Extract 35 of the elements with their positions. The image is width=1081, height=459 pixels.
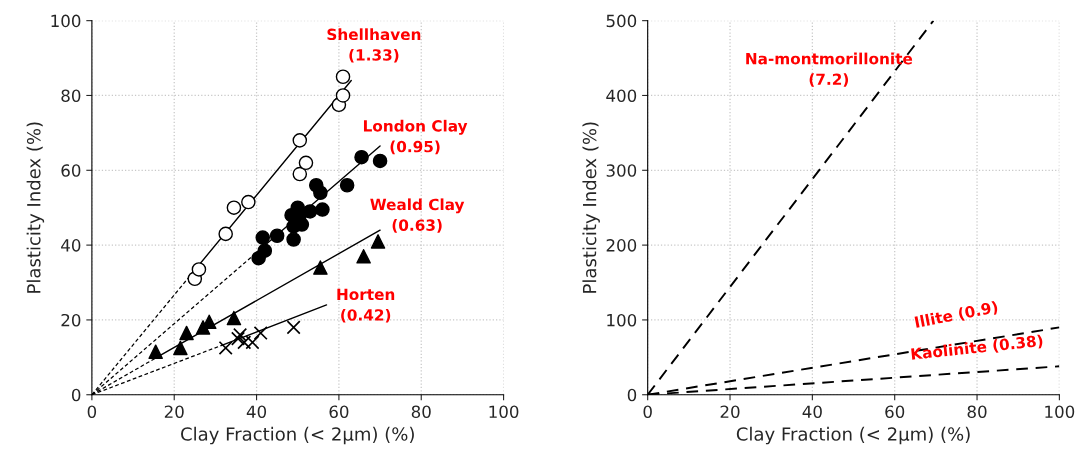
x-tick-label: 100 [1045, 405, 1075, 419]
annotation: Na-montmorillonite (7.2) [746, 52, 913, 87]
y-tick-label: 20 [61, 313, 81, 327]
x-tick-label: 60 [329, 405, 349, 419]
y-axis-title: Plasticity Index (%) [26, 122, 45, 293]
annotation: Shellhaven (1.33) [327, 28, 421, 63]
x-tick-label: 0 [643, 405, 652, 419]
x-tick-label: 80 [967, 405, 987, 419]
y-axis-title: Plasticity Index (%) [582, 122, 600, 293]
annotation: Horten (0.42) [337, 288, 395, 323]
annotation: London Clay (0.95) [363, 119, 468, 155]
x-tick-label: 40 [802, 405, 822, 419]
x-tick-label: 20 [164, 405, 184, 419]
y-tick-label: 60 [61, 164, 81, 177]
x-tick-label: 100 [489, 405, 519, 419]
y-tick-label: 80 [61, 89, 81, 103]
y-tick-label: 200 [606, 239, 637, 252]
y-tick-label: 0 [71, 388, 81, 402]
x-axis-title: Clay Fraction (< 2µm) (%) [736, 426, 970, 445]
annotation: Illite (0.9) [914, 300, 999, 330]
y-tick-label: 100 [607, 313, 637, 327]
annotation: Weald Clay (0.63) [370, 198, 465, 233]
x-tick-label: 20 [720, 405, 740, 419]
x-axis-title: Clay Fraction (< 2µm) (%) [181, 426, 414, 445]
y-tick-label: 0 [627, 388, 637, 402]
y-tick-label: 400 [606, 89, 637, 103]
x-tick-label: 80 [411, 405, 431, 419]
y-tick-label: 100 [51, 14, 81, 28]
x-tick-label: 0 [87, 405, 97, 419]
annotation: Kaolinite (0.38) [911, 334, 1043, 362]
y-tick-label: 500 [606, 14, 637, 28]
y-tick-label: 300 [606, 164, 637, 177]
x-tick-label: 60 [885, 405, 905, 419]
y-tick-label: 40 [61, 239, 81, 252]
x-tick-label: 40 [246, 405, 267, 419]
